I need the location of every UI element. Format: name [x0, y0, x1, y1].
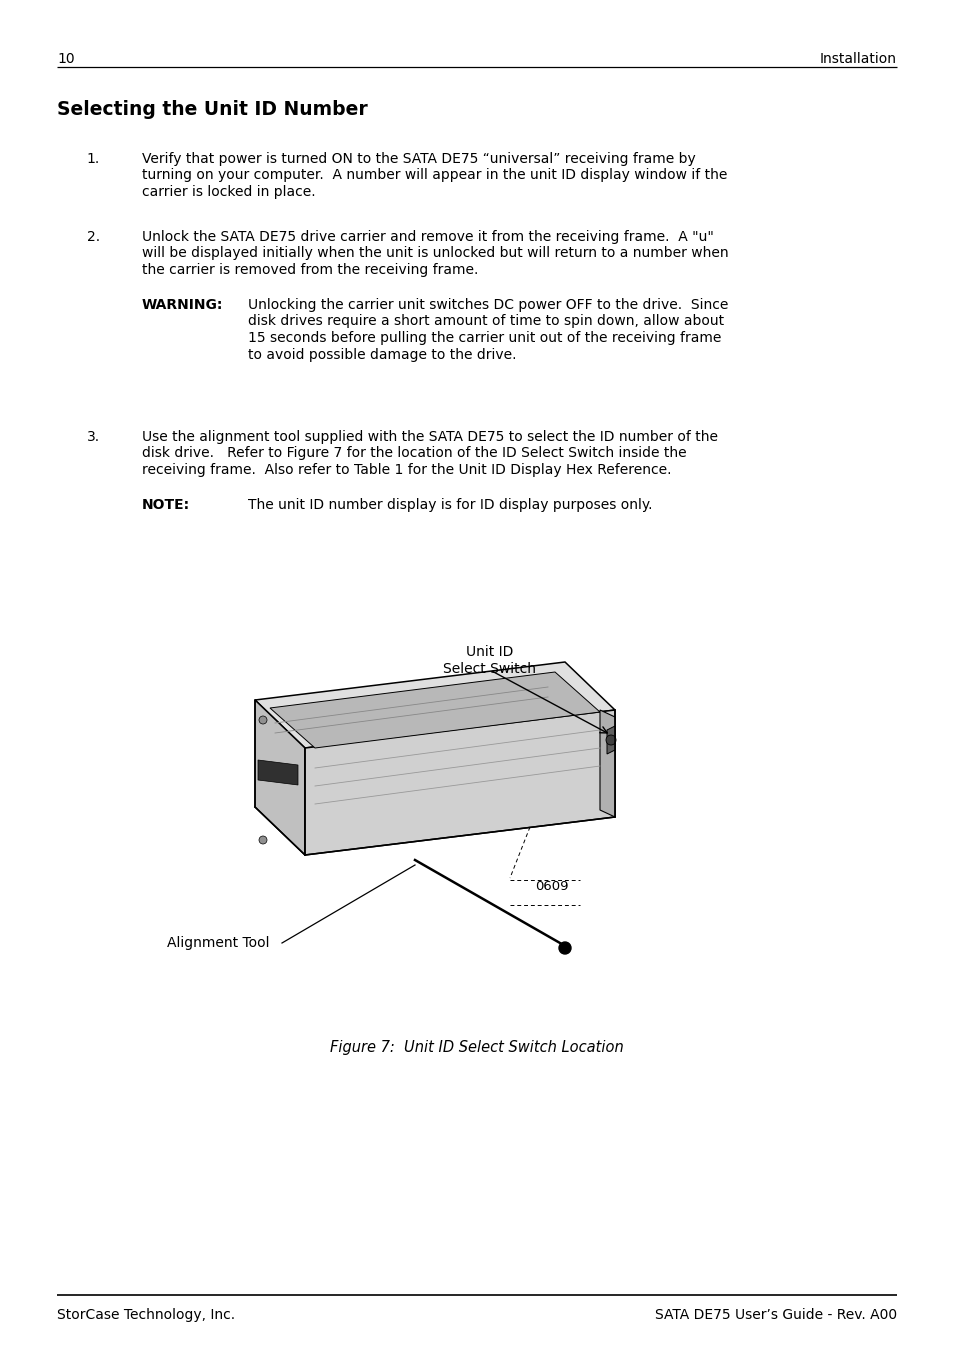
Text: 0609: 0609	[535, 880, 568, 893]
Polygon shape	[599, 711, 615, 817]
Text: to avoid possible damage to the drive.: to avoid possible damage to the drive.	[248, 348, 516, 361]
Text: Use the alignment tool supplied with the SATA DE75 to select the ID number of th: Use the alignment tool supplied with the…	[142, 430, 718, 444]
Circle shape	[258, 836, 267, 845]
Text: 3.: 3.	[87, 430, 100, 444]
Text: Installation: Installation	[820, 52, 896, 66]
Text: 15 seconds before pulling the carrier unit out of the receiving frame: 15 seconds before pulling the carrier un…	[248, 331, 720, 345]
Text: SATA DE75 User’s Guide - Rev. A00: SATA DE75 User’s Guide - Rev. A00	[654, 1307, 896, 1322]
Text: the carrier is removed from the receiving frame.: the carrier is removed from the receivin…	[142, 263, 477, 277]
Text: Figure 7:  Unit ID Select Switch Location: Figure 7: Unit ID Select Switch Location	[330, 1040, 623, 1055]
Text: 1.: 1.	[87, 152, 100, 166]
Text: Unlock the SATA DE75 drive carrier and remove it from the receiving frame.  A "u: Unlock the SATA DE75 drive carrier and r…	[142, 230, 713, 244]
Text: StorCase Technology, Inc.: StorCase Technology, Inc.	[57, 1307, 234, 1322]
Text: carrier is locked in place.: carrier is locked in place.	[142, 185, 315, 199]
Text: disk drive.   Refer to Figure 7 for the location of the ID Select Switch inside : disk drive. Refer to Figure 7 for the lo…	[142, 446, 686, 460]
Text: Verify that power is turned ON to the SATA DE75 “universal” receiving frame by: Verify that power is turned ON to the SA…	[142, 152, 695, 166]
Text: WARNING:: WARNING:	[142, 298, 223, 312]
Text: The unit ID number display is for ID display purposes only.: The unit ID number display is for ID dis…	[248, 498, 652, 512]
Circle shape	[558, 942, 571, 954]
Text: 2.: 2.	[87, 230, 100, 244]
Polygon shape	[270, 672, 599, 747]
Text: turning on your computer.  A number will appear in the unit ID display window if: turning on your computer. A number will …	[142, 168, 726, 182]
Text: NOTE:: NOTE:	[142, 498, 190, 512]
Polygon shape	[606, 726, 615, 754]
Text: disk drives require a short amount of time to spin down, allow about: disk drives require a short amount of ti…	[248, 315, 723, 329]
Circle shape	[258, 716, 267, 724]
Polygon shape	[257, 760, 297, 784]
Text: Unlocking the carrier unit switches DC power OFF to the drive.  Since: Unlocking the carrier unit switches DC p…	[248, 298, 727, 312]
Text: 10: 10	[57, 52, 74, 66]
Text: receiving frame.  Also refer to Table 1 for the Unit ID Display Hex Reference.: receiving frame. Also refer to Table 1 f…	[142, 463, 671, 476]
Text: Select Switch: Select Switch	[443, 663, 536, 676]
Circle shape	[605, 735, 616, 745]
Polygon shape	[305, 711, 615, 856]
Polygon shape	[254, 700, 305, 856]
Text: Alignment Tool: Alignment Tool	[167, 936, 269, 950]
Text: Unit ID: Unit ID	[466, 645, 513, 658]
Polygon shape	[254, 663, 615, 747]
Text: will be displayed initially when the unit is unlocked but will return to a numbe: will be displayed initially when the uni…	[142, 246, 728, 260]
Text: Selecting the Unit ID Number: Selecting the Unit ID Number	[57, 100, 367, 119]
